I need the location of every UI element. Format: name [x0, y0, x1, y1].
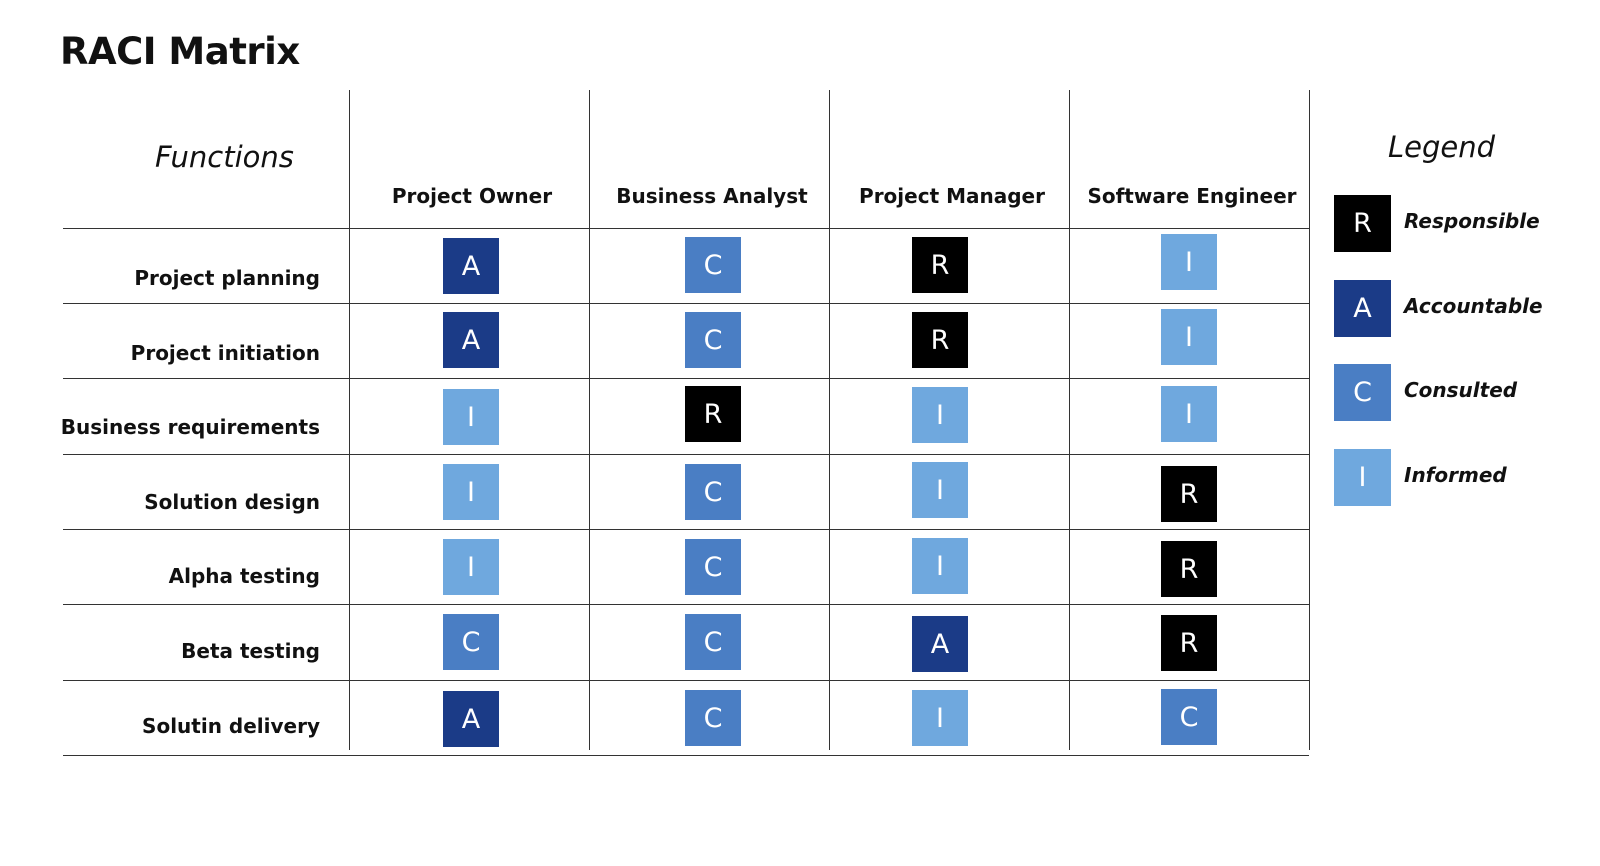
- column-divider: [589, 90, 590, 750]
- raci-cell-i: I: [443, 539, 499, 595]
- raci-cell-i: I: [912, 387, 968, 443]
- column-header: Project Manager: [859, 184, 1045, 208]
- raci-cell-i: I: [912, 690, 968, 746]
- raci-cell-r: R: [1161, 615, 1217, 671]
- raci-cell-r: R: [1161, 541, 1217, 597]
- raci-cell-c: C: [443, 614, 499, 670]
- row-divider: [63, 604, 1309, 605]
- legend-swatch-r: R: [1334, 195, 1391, 252]
- column-divider: [1069, 90, 1070, 750]
- raci-cell-a: A: [443, 312, 499, 368]
- row-label: Project initiation: [130, 341, 320, 365]
- raci-cell-i: I: [912, 462, 968, 518]
- legend-swatch-i: I: [1334, 449, 1391, 506]
- raci-cell-c: C: [685, 464, 741, 520]
- legend-swatch-a: A: [1334, 280, 1391, 337]
- raci-cell-r: R: [912, 237, 968, 293]
- raci-cell-c: C: [1161, 689, 1217, 745]
- row-label: Project planning: [134, 266, 320, 290]
- legend-title: Legend: [1388, 130, 1496, 164]
- row-divider: [63, 680, 1309, 681]
- column-header: Project Owner: [391, 184, 553, 208]
- raci-cell-c: C: [685, 312, 741, 368]
- raci-cell-c: C: [685, 690, 741, 746]
- legend-swatch-c: C: [1334, 364, 1391, 421]
- raci-cell-a: A: [912, 616, 968, 672]
- row-divider: [63, 454, 1309, 455]
- row-divider: [63, 378, 1309, 379]
- functions-header: Functions: [155, 140, 294, 174]
- raci-cell-a: A: [443, 238, 499, 294]
- row-divider: [63, 529, 1309, 530]
- row-divider: [63, 303, 1309, 304]
- legend-label: Accountable: [1404, 294, 1543, 318]
- raci-cell-c: C: [685, 614, 741, 670]
- raci-cell-c: C: [685, 237, 741, 293]
- row-label: Beta testing: [181, 639, 320, 663]
- column-header: Software Engineer: [1087, 184, 1297, 208]
- raci-cell-r: R: [1161, 466, 1217, 522]
- row-label: Solution design: [144, 490, 320, 514]
- page-title: RACI Matrix: [60, 30, 300, 73]
- column-divider: [829, 90, 830, 750]
- raci-cell-i: I: [912, 538, 968, 594]
- column-divider: [349, 90, 350, 750]
- legend-label: Informed: [1404, 463, 1507, 487]
- raci-cell-a: A: [443, 691, 499, 747]
- row-divider: [63, 228, 1309, 229]
- raci-cell-i: I: [1161, 234, 1217, 290]
- row-label: Alpha testing: [168, 564, 320, 588]
- column-divider: [1309, 90, 1310, 750]
- raci-cell-r: R: [912, 312, 968, 368]
- raci-cell-i: I: [1161, 386, 1217, 442]
- raci-cell-r: R: [685, 386, 741, 442]
- legend-label: Consulted: [1404, 378, 1518, 402]
- raci-cell-i: I: [1161, 309, 1217, 365]
- raci-cell-c: C: [685, 539, 741, 595]
- raci-cell-i: I: [443, 464, 499, 520]
- row-label: Business requirements: [60, 415, 320, 439]
- legend-label: Responsible: [1404, 209, 1540, 233]
- raci-cell-i: I: [443, 389, 499, 445]
- row-divider: [63, 755, 1309, 756]
- column-header: Business Analyst: [616, 184, 808, 208]
- row-label: Solutin delivery: [142, 714, 320, 738]
